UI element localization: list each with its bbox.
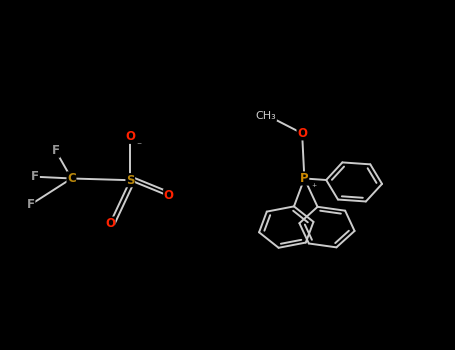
Text: P: P xyxy=(300,172,308,185)
Text: CH₃: CH₃ xyxy=(256,111,276,121)
Text: O: O xyxy=(164,189,174,202)
Text: O: O xyxy=(105,217,115,230)
Text: F: F xyxy=(31,170,39,183)
Text: ⁺: ⁺ xyxy=(312,183,317,193)
Text: C: C xyxy=(67,172,76,185)
Text: F: F xyxy=(27,198,35,211)
Text: F: F xyxy=(52,144,60,157)
Text: ⁻: ⁻ xyxy=(137,141,142,152)
Text: O: O xyxy=(125,130,135,143)
Text: O: O xyxy=(297,127,307,140)
Text: S: S xyxy=(126,174,135,187)
